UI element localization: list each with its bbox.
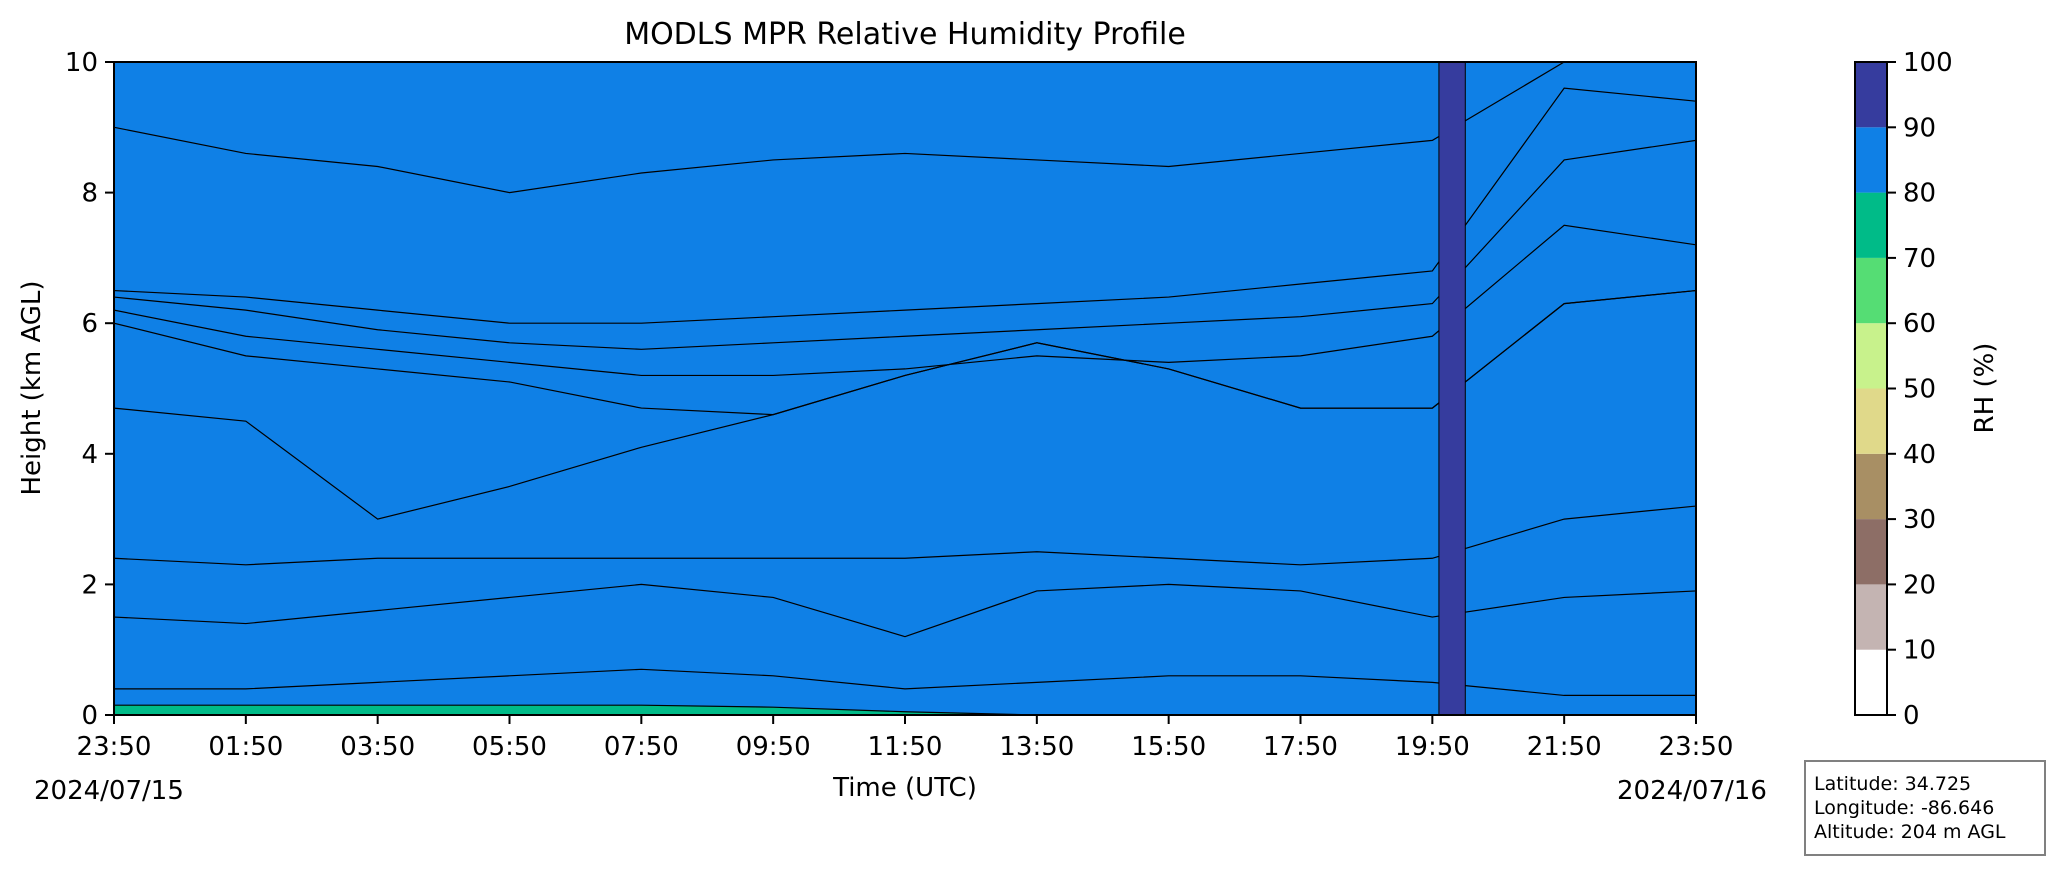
contour-line-8	[114, 87, 1696, 324]
y-tick-label: 4	[81, 440, 98, 470]
colorbar-tick-label: 30	[1903, 505, 1936, 535]
colorbar-tick-label: 10	[1903, 636, 1936, 666]
colorbar-tick-label: 90	[1903, 113, 1936, 143]
colorbar: 0 10 20 30 40 50 60 70 80 90 100	[1854, 48, 1953, 731]
rh-band-0	[114, 62, 1696, 715]
y-axis-label: Height (km AGL)	[17, 280, 47, 495]
x-axis: 23:50 01:50 03:50 05:50 07:50 09:50 11:50 13:50…	[77, 715, 1734, 762]
colorbar-tick-label: 80	[1903, 179, 1936, 209]
start-date-label: 2024/07/15	[34, 776, 184, 806]
x-tick-label: 19:50	[1395, 732, 1470, 762]
contour-line-7	[114, 139, 1696, 350]
x-tick-label: 09:50	[736, 732, 811, 762]
plot-area	[114, 62, 1696, 715]
colorbar-swatch	[1855, 192, 1887, 258]
colorbar-swatch	[1855, 257, 1887, 324]
colorbar-swatch	[1855, 127, 1887, 193]
end-date-label: 2024/07/16	[1617, 776, 1767, 806]
colorbar-tick-label: 60	[1903, 309, 1936, 339]
colorbar-swatch	[1855, 323, 1887, 389]
latitude-text: Latitude: 34.725	[1814, 773, 1972, 795]
y-tick-label: 2	[81, 570, 98, 600]
contour-line-6	[114, 224, 1696, 377]
contour-line-9	[114, 62, 1696, 194]
x-tick-label: 23:50	[1659, 732, 1734, 762]
x-tick-label: 07:50	[604, 732, 679, 762]
y-tick-label: 6	[81, 309, 98, 339]
colorbar-tick-label: 70	[1903, 244, 1936, 274]
x-tick-label: 15:50	[1131, 732, 1206, 762]
x-tick-label: 13:50	[999, 732, 1074, 762]
colorbar-swatch	[1855, 388, 1887, 454]
x-tick-label: 23:50	[77, 732, 152, 762]
colorbar-swatch	[1855, 62, 1887, 128]
colorbar-tick-label: 100	[1903, 48, 1953, 78]
colorbar-swatch	[1855, 584, 1887, 650]
longitude-text: Longitude: -86.646	[1814, 797, 1995, 819]
contour-line-0	[114, 704, 1696, 715]
y-axis: 0 2 4 6 8 10	[65, 48, 114, 731]
colorbar-tick-label: 0	[1903, 701, 1920, 731]
location-info-box: Latitude: 34.725 Longitude: -86.646 Alti…	[1804, 760, 2046, 856]
x-tick-label: 21:50	[1527, 732, 1602, 762]
colorbar-swatch	[1855, 453, 1887, 520]
x-tick-label: 03:50	[340, 732, 415, 762]
contour-line-1	[114, 668, 1696, 697]
y-tick-label: 10	[65, 48, 98, 78]
altitude-text: Altitude: 204 m AGL	[1814, 821, 2006, 843]
x-tick-label: 17:50	[1263, 732, 1338, 762]
y-tick-label: 0	[81, 701, 98, 731]
colorbar-tick-label: 50	[1903, 375, 1936, 405]
colorbar-swatch	[1855, 649, 1887, 715]
colorbar-tick-label: 40	[1903, 440, 1936, 470]
x-tick-label: 05:50	[472, 732, 547, 762]
colorbar-label: RH (%)	[1970, 343, 2000, 434]
chart-title: MODLS MPR Relative Humidity Profile	[624, 17, 1186, 52]
y-tick-label: 8	[81, 179, 98, 209]
x-axis-label: Time (UTC)	[832, 773, 977, 803]
contour-line-3	[114, 505, 1696, 566]
colorbar-swatch	[1855, 519, 1887, 585]
contour-line-2	[114, 583, 1696, 638]
saturated-column	[1438, 62, 1466, 715]
colorbar-tick-label: 20	[1903, 570, 1936, 600]
x-tick-label: 01:50	[208, 732, 283, 762]
x-tick-label: 11:50	[868, 732, 943, 762]
contour-line-5	[114, 289, 1696, 416]
